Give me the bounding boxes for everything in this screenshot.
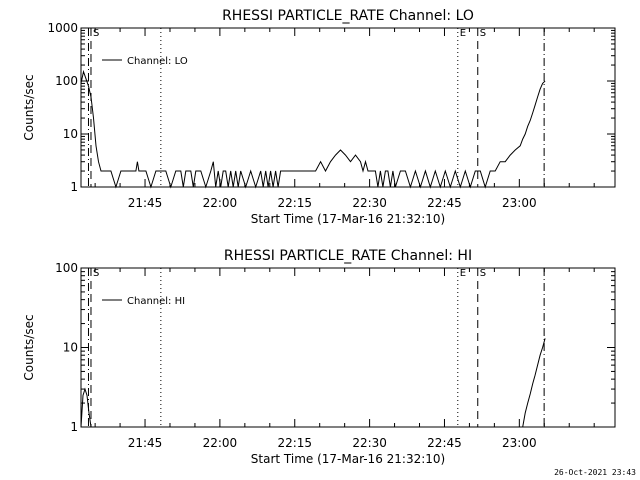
marker-label: S xyxy=(93,28,99,39)
y-axis-label: Counts/sec xyxy=(22,314,36,380)
panel-2: RHESSI PARTICLE_RATE Channel: HI Counts/s… xyxy=(22,248,616,466)
y-tick-label: 100 xyxy=(55,261,78,275)
marker-label: S xyxy=(480,28,486,39)
chart-title: RHESSI PARTICLE_RATE Channel: HI xyxy=(224,248,472,264)
x-tick-label: 22:45 xyxy=(427,196,462,210)
x-tick-label: 23:00 xyxy=(502,436,537,450)
x-tick-label: 22:15 xyxy=(277,196,312,210)
panel-1: RHESSI PARTICLE_RATE Channel: LO Counts/s… xyxy=(22,8,616,226)
plot-frame xyxy=(80,267,616,428)
y-tick-label: 1000 xyxy=(47,21,78,35)
x-tick-label: 22:15 xyxy=(277,436,312,450)
y-tick-label: 10 xyxy=(63,127,78,141)
x-axis-label: Start Time (17-Mar-16 21:32:10) xyxy=(251,452,445,466)
chart-panels: RHESSI PARTICLE_RATE Channel: LO Counts/s… xyxy=(22,8,616,466)
marker-label: E xyxy=(460,268,466,279)
y-tick-label: 1 xyxy=(70,180,78,194)
legend-label: Channel: HI xyxy=(127,296,185,307)
marker-label: S xyxy=(480,268,486,279)
x-axis-label: Start Time (17-Mar-16 21:32:10) xyxy=(251,212,445,226)
x-tick-label: 22:30 xyxy=(352,196,387,210)
series-line xyxy=(80,338,546,428)
x-tick-label: 22:00 xyxy=(203,196,238,210)
y-axis-label: Counts/sec xyxy=(22,74,36,140)
y-tick-label: 10 xyxy=(63,341,78,355)
x-tick-label: 22:45 xyxy=(427,436,462,450)
x-tick-label: 23:00 xyxy=(502,196,537,210)
y-tick-label: 1 xyxy=(70,420,78,434)
legend-label: Channel: LO xyxy=(127,56,188,67)
x-tick-label: 22:30 xyxy=(352,436,387,450)
marker-label: E xyxy=(460,28,466,39)
x-tick-label: 21:45 xyxy=(128,436,163,450)
y-tick-label: 100 xyxy=(55,74,78,88)
chart-title: RHESSI PARTICLE_RATE Channel: LO xyxy=(222,8,474,24)
series-line xyxy=(80,69,546,189)
marker-label: S xyxy=(93,268,99,279)
x-tick-label: 22:00 xyxy=(203,436,238,450)
timestamp: 26-Oct-2021 23:43 xyxy=(554,468,636,477)
plot-frame xyxy=(80,27,616,188)
x-tick-label: 21:45 xyxy=(128,196,163,210)
